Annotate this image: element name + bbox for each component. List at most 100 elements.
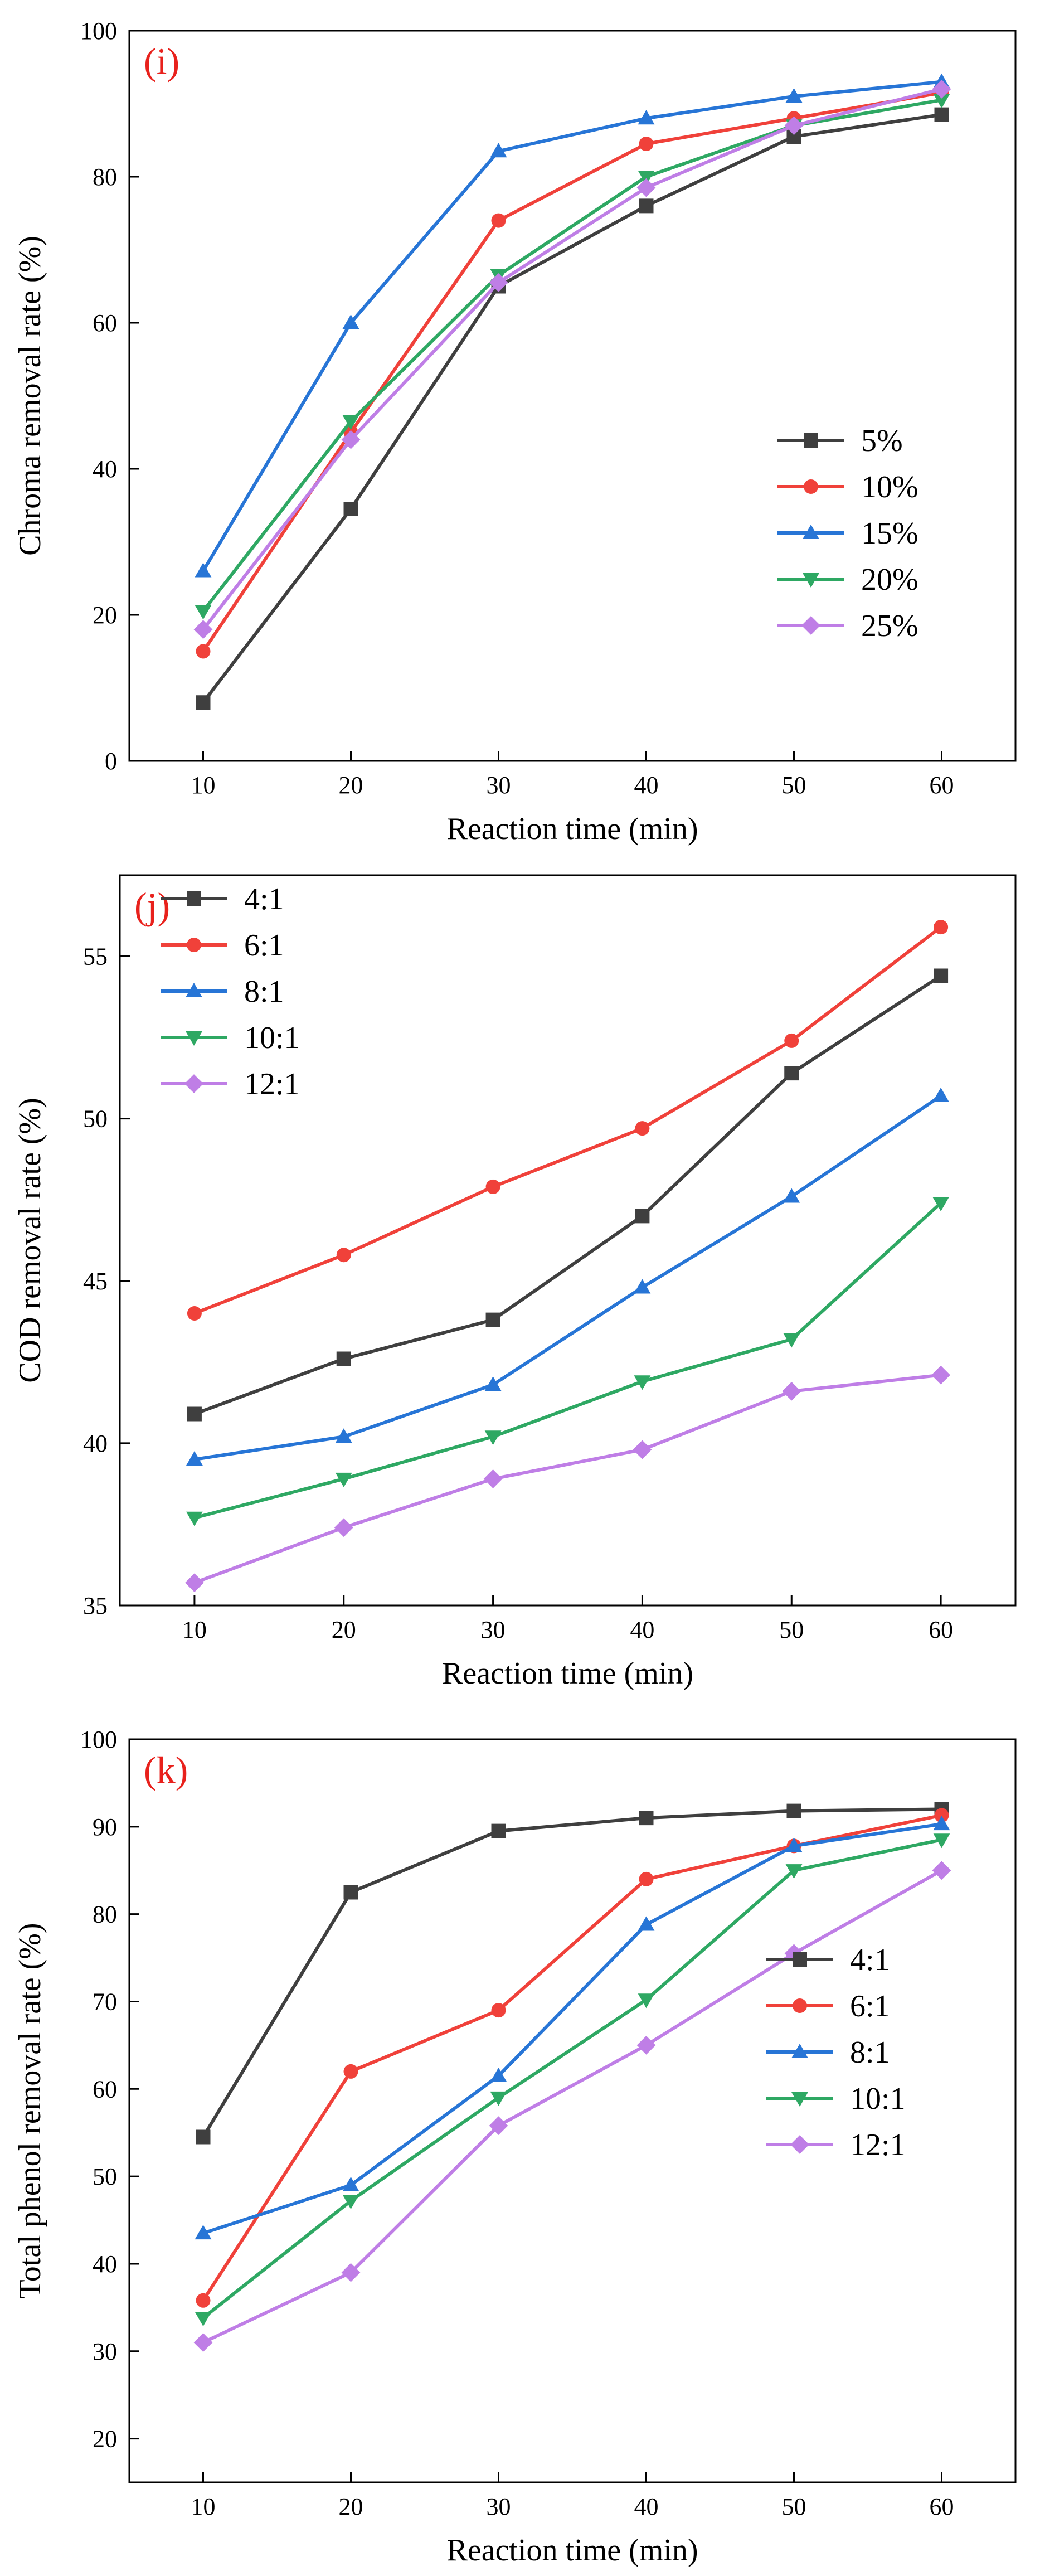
x-tick-label: 10 [182,1616,207,1643]
data-point [489,273,508,292]
data-point [639,137,654,152]
data-point [934,1808,949,1823]
series-8:1 [186,1087,950,1466]
data-point [785,88,803,103]
series-line [202,1838,942,2320]
data-point [931,1365,950,1385]
series-line [201,80,942,572]
legend-marker [793,1998,807,2013]
y-tick-label: 50 [83,1105,108,1133]
x-tick-label: 20 [339,772,363,799]
y-tick-label: 60 [93,309,117,337]
data-point [485,1312,500,1327]
series-10:1 [186,1196,950,1526]
legend-marker [187,891,201,906]
data-point [485,1179,500,1194]
plot-frame [119,874,1017,1607]
legend-label: 12:1 [850,2128,906,2162]
series-5% [196,107,949,710]
data-point [187,1406,202,1422]
series-25% [193,79,951,639]
series-line [202,87,942,631]
legend-marker [803,525,819,540]
data-point [196,2129,211,2145]
x-axis-title: Reaction time (min) [447,812,698,846]
data-point [185,1573,204,1593]
chart-panel-1: 10 20 30 40 50 60 35 40 45 50 55 Reaction time (min… [13,874,1017,1691]
y-tick-label: 50 [93,2163,117,2190]
data-point [633,1440,652,1459]
data-point [195,562,212,578]
data-point [933,1833,950,1849]
data-point [342,314,359,329]
data-point [335,1428,352,1443]
plot-frame [128,30,1017,762]
x-tick-label: 20 [332,1616,356,1643]
data-point [489,2116,508,2136]
data-point [932,1861,951,1880]
data-point [343,502,358,517]
data-point [336,1248,351,1263]
data-point [342,415,359,430]
series-line [202,98,942,613]
data-point [784,116,804,135]
legend-label: 12:1 [244,1067,300,1102]
legend-label: 20% [861,562,918,597]
series-line [194,1201,942,1520]
panel-tag: (i) [144,40,179,83]
panel-tag: (j) [134,885,170,927]
x-tick-label: 50 [782,772,806,799]
data-point [636,2035,656,2055]
y-axis-title: Chroma removal rate (%) [13,236,47,556]
legend-marker [804,479,818,494]
data-point [491,1823,506,1838]
series-4:1 [196,1802,949,2145]
data-point [785,1837,803,1852]
series-line [201,1813,942,2302]
data-point [638,170,655,185]
legend-marker [803,573,819,588]
data-point [343,1885,358,1900]
data-point [490,2067,507,2082]
series-line [194,1094,942,1461]
legend-marker [184,1074,203,1093]
x-tick-label: 40 [634,772,659,799]
data-point [186,1451,203,1466]
chart-panel-2: 10 20 30 40 50 60 20 30 40 50 60 70 80 90 100 Reaction … [13,1726,1017,2568]
data-point [196,644,211,659]
legend-marker [187,938,201,952]
data-point [639,198,654,214]
data-point [932,1087,950,1102]
y-tick-label: 20 [93,2425,117,2453]
y-tick-label: 20 [93,601,117,629]
chart-panel-0: 10 20 30 40 50 60 0 20 40 60 80 100 Reaction time (m… [13,17,1017,846]
data-point [187,1306,202,1321]
y-tick-label: 100 [80,17,117,45]
data-point [186,1511,203,1526]
data-point [784,1066,799,1081]
x-axis-title: Reaction time (min) [447,2533,698,2568]
x-tick-label: 40 [630,1616,654,1643]
data-point [196,695,211,710]
x-tick-label: 60 [930,772,954,799]
data-point [934,107,949,122]
legend-marker [186,983,202,998]
plot-frame [128,1738,1017,2483]
data-point [484,1430,502,1445]
data-point [193,620,213,639]
x-tick-label: 40 [634,2493,659,2520]
x-tick-label: 30 [487,772,511,799]
data-point [783,1188,800,1203]
x-tick-label: 50 [782,2493,806,2520]
legend-label: 6:1 [850,1989,890,2024]
legend-marker [801,616,820,635]
y-tick-label: 90 [93,1813,117,1841]
data-point [341,430,361,449]
y-tick-label: 40 [83,1430,108,1457]
data-point [490,2091,507,2106]
series-line [202,91,942,653]
series-15% [195,73,950,578]
data-point [638,1916,655,1931]
legend-label: 10:1 [850,2082,906,2116]
data-point [786,1803,801,1818]
